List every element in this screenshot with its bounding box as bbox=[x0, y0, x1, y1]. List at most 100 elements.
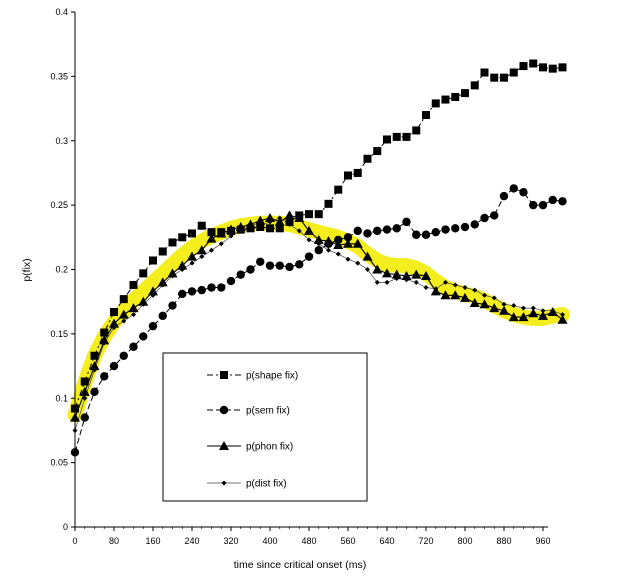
data-point bbox=[489, 303, 500, 313]
data-point bbox=[313, 234, 324, 244]
series-layer bbox=[70, 59, 568, 457]
series-0 bbox=[71, 59, 567, 413]
data-point bbox=[206, 233, 217, 243]
data-point bbox=[411, 269, 422, 279]
y-tick-label: 0.1 bbox=[55, 393, 68, 403]
data-point bbox=[518, 312, 529, 322]
data-point bbox=[530, 305, 536, 311]
data-point bbox=[236, 225, 245, 234]
data-point bbox=[355, 260, 361, 266]
data-point bbox=[275, 261, 284, 270]
data-point bbox=[344, 171, 352, 180]
data-point bbox=[452, 282, 458, 288]
data-point bbox=[391, 269, 402, 279]
data-point bbox=[218, 241, 224, 247]
series-1 bbox=[70, 184, 567, 457]
y-tick-label: 0.4 bbox=[55, 7, 68, 17]
data-point bbox=[382, 268, 392, 278]
legend-label: p(sem fix) bbox=[246, 406, 290, 417]
y-tick-label: 0 bbox=[63, 522, 68, 532]
data-point bbox=[99, 335, 110, 345]
legend-label: p(dist fix) bbox=[246, 479, 287, 490]
data-point bbox=[110, 307, 118, 316]
data-point bbox=[226, 276, 236, 286]
data-point bbox=[82, 395, 88, 401]
data-point bbox=[324, 239, 333, 248]
data-point bbox=[373, 147, 382, 156]
data-point bbox=[482, 292, 487, 298]
data-point bbox=[343, 233, 353, 242]
data-point bbox=[528, 308, 539, 318]
data-point bbox=[304, 252, 314, 261]
data-point bbox=[295, 211, 304, 220]
x-tick-label: 240 bbox=[184, 536, 199, 546]
data-point bbox=[443, 279, 448, 285]
data-point bbox=[129, 280, 138, 289]
data-point bbox=[149, 256, 157, 265]
data-point bbox=[547, 306, 558, 316]
data-point bbox=[382, 225, 392, 234]
data-point bbox=[109, 318, 119, 328]
data-point bbox=[314, 245, 323, 255]
data-point bbox=[196, 245, 207, 255]
data-point bbox=[362, 251, 373, 261]
x-tick-label: 160 bbox=[145, 536, 160, 546]
data-point bbox=[178, 233, 187, 242]
data-point bbox=[431, 99, 440, 108]
data-point bbox=[168, 301, 177, 310]
data-point bbox=[80, 377, 89, 386]
data-point bbox=[178, 289, 187, 299]
data-point bbox=[79, 386, 90, 396]
data-point bbox=[333, 240, 344, 250]
data-point bbox=[423, 285, 429, 291]
data-point bbox=[324, 199, 333, 208]
x-tick-label: 480 bbox=[301, 536, 316, 546]
data-point bbox=[472, 287, 478, 293]
data-point bbox=[139, 332, 148, 341]
legend-entry: p(shape fix) bbox=[207, 371, 298, 382]
data-point bbox=[353, 226, 362, 236]
highlight-band-layer bbox=[67, 215, 570, 423]
x-tick-label: 960 bbox=[535, 536, 550, 546]
data-point bbox=[139, 269, 148, 278]
data-point bbox=[441, 95, 450, 104]
data-point bbox=[501, 301, 507, 307]
data-point bbox=[295, 260, 304, 269]
data-point bbox=[538, 310, 548, 320]
data-point bbox=[285, 262, 294, 272]
data-point bbox=[548, 64, 557, 73]
data-point bbox=[345, 256, 351, 262]
data-point bbox=[470, 220, 479, 229]
data-point bbox=[304, 225, 314, 235]
legend-items: p(shape fix) p(sem fix) p(phon fix) p(dist … bbox=[207, 371, 298, 490]
y-tick-label: 0.25 bbox=[50, 200, 68, 210]
legend-entry: p(dist fix) bbox=[207, 479, 287, 490]
data-point bbox=[285, 217, 294, 226]
data-point bbox=[109, 361, 119, 371]
data-point bbox=[334, 235, 343, 245]
data-point bbox=[519, 62, 528, 71]
data-point bbox=[100, 372, 109, 381]
data-point bbox=[451, 92, 460, 101]
data-point bbox=[529, 59, 538, 68]
data-point bbox=[490, 211, 499, 220]
data-point bbox=[80, 413, 89, 422]
data-point bbox=[461, 89, 469, 98]
legend: p(shape fix) p(sem fix) p(phon fix) p(dist … bbox=[162, 352, 368, 502]
data-point bbox=[199, 254, 205, 260]
data-point bbox=[374, 279, 380, 285]
x-tick-label: 880 bbox=[496, 536, 511, 546]
data-point bbox=[430, 286, 441, 296]
y-tick-label: 0.05 bbox=[50, 458, 68, 468]
data-point bbox=[236, 270, 245, 279]
data-point bbox=[138, 296, 149, 306]
data-point bbox=[197, 221, 206, 230]
data-point bbox=[255, 215, 266, 225]
data-point bbox=[450, 290, 461, 300]
data-point bbox=[431, 227, 440, 237]
data-point bbox=[306, 237, 312, 243]
data-point bbox=[227, 226, 235, 235]
x-tick-label: 80 bbox=[109, 536, 119, 546]
data-point bbox=[189, 260, 195, 266]
legend-entry: p(phon fix) bbox=[207, 441, 293, 453]
